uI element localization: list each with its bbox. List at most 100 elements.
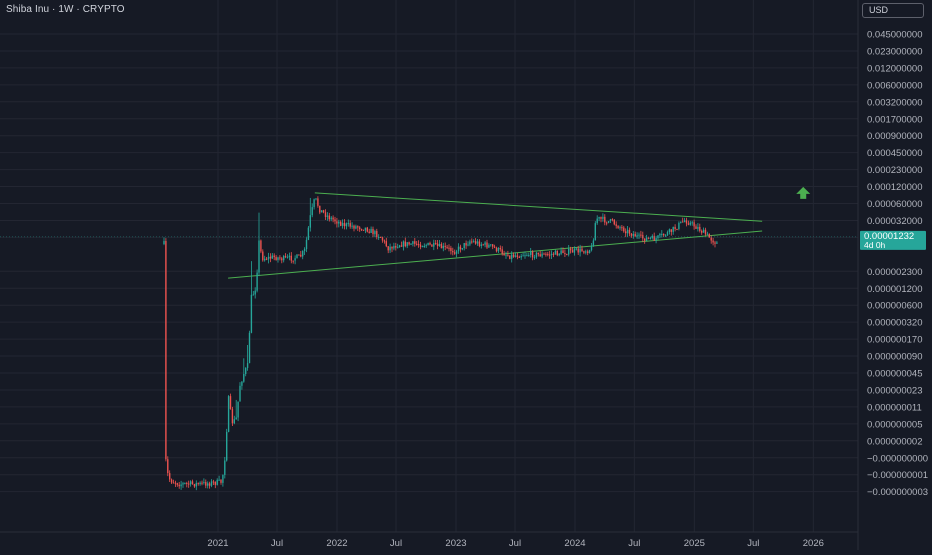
candle	[533, 254, 536, 260]
x-tick-label: 2024	[564, 538, 585, 549]
candle	[328, 212, 330, 222]
y-tick-label: 0.000001200	[867, 284, 922, 295]
candle	[663, 233, 665, 237]
candle	[376, 228, 378, 240]
candle	[307, 225, 310, 241]
candle	[716, 240, 718, 244]
candle	[440, 242, 443, 249]
chart-title: Shiba Inu · 1W · CRYPTO	[6, 4, 125, 15]
y-tick-label: 0.003200000	[867, 97, 922, 108]
candle	[218, 475, 220, 481]
candle	[617, 225, 619, 230]
arrow-up-icon[interactable]	[796, 186, 811, 199]
trendline-lower[interactable]	[228, 230, 763, 279]
candle	[338, 219, 340, 228]
candle	[587, 249, 589, 256]
candle	[406, 242, 408, 249]
candle	[313, 198, 315, 210]
candle	[442, 242, 444, 252]
candle	[501, 246, 503, 256]
candle	[452, 247, 454, 256]
candle	[332, 215, 334, 223]
y-tick-label: 0.000032000	[867, 216, 922, 227]
candle	[682, 217, 684, 223]
candle	[345, 222, 348, 230]
candle	[577, 245, 579, 255]
price-tag-bg	[860, 230, 926, 250]
candle	[647, 237, 650, 240]
candle	[706, 231, 709, 236]
candle	[324, 209, 327, 221]
candle	[594, 221, 596, 241]
candle	[530, 247, 532, 258]
candle-layer	[163, 196, 718, 491]
candle	[302, 250, 304, 260]
candle	[562, 247, 564, 254]
candle	[353, 224, 355, 232]
candle	[321, 210, 323, 213]
candle	[537, 252, 539, 257]
candle	[625, 228, 627, 237]
candle	[606, 221, 608, 226]
candle	[222, 474, 224, 487]
y-tick-label: 0.006000000	[867, 80, 922, 91]
trendline-upper[interactable]	[314, 192, 763, 222]
candle	[486, 239, 488, 250]
candle	[463, 242, 465, 251]
candle	[619, 225, 621, 231]
candle	[258, 212, 260, 277]
candle	[182, 481, 184, 488]
candle	[446, 245, 448, 249]
candle	[509, 255, 511, 260]
candle	[621, 225, 623, 232]
candle	[205, 479, 207, 489]
candle	[712, 237, 714, 246]
candle	[281, 256, 283, 264]
candle	[248, 330, 251, 364]
candle	[235, 399, 237, 420]
candle	[216, 478, 218, 486]
candle	[649, 236, 652, 240]
price-tag-value: 0.00001232	[864, 231, 914, 242]
candle	[326, 212, 329, 221]
y-tick-label: 0.000000600	[867, 301, 922, 312]
candle	[195, 480, 197, 491]
x-tick-label: 2022	[326, 538, 347, 549]
candle	[535, 251, 538, 259]
candle	[683, 217, 686, 223]
candle	[490, 244, 492, 247]
candle	[226, 428, 228, 462]
candle	[283, 254, 285, 263]
candle	[267, 252, 270, 264]
candle	[644, 238, 646, 244]
candle	[368, 228, 370, 234]
candle	[448, 244, 450, 252]
candle	[604, 214, 606, 226]
candle	[522, 252, 524, 257]
candle	[571, 247, 574, 253]
candle	[319, 205, 321, 215]
y-tick-label: 0.001700000	[867, 114, 922, 125]
candle	[246, 345, 249, 371]
candle	[581, 245, 583, 252]
candle	[207, 481, 209, 489]
y-tick-label: 0.000000023	[867, 385, 922, 396]
candle	[402, 240, 405, 251]
candle	[541, 251, 543, 259]
candle	[184, 482, 186, 485]
candle	[543, 252, 545, 255]
y-tick-label: 0.012000000	[867, 63, 922, 74]
candle	[360, 228, 363, 231]
currency-selector[interactable]: USD	[862, 3, 924, 18]
candle	[560, 247, 562, 256]
candle	[488, 243, 490, 249]
candle	[340, 220, 342, 227]
candle	[607, 220, 610, 224]
candle	[670, 229, 672, 236]
candle	[229, 393, 232, 410]
candle	[455, 249, 458, 258]
candle	[349, 220, 351, 229]
candle	[341, 219, 344, 229]
